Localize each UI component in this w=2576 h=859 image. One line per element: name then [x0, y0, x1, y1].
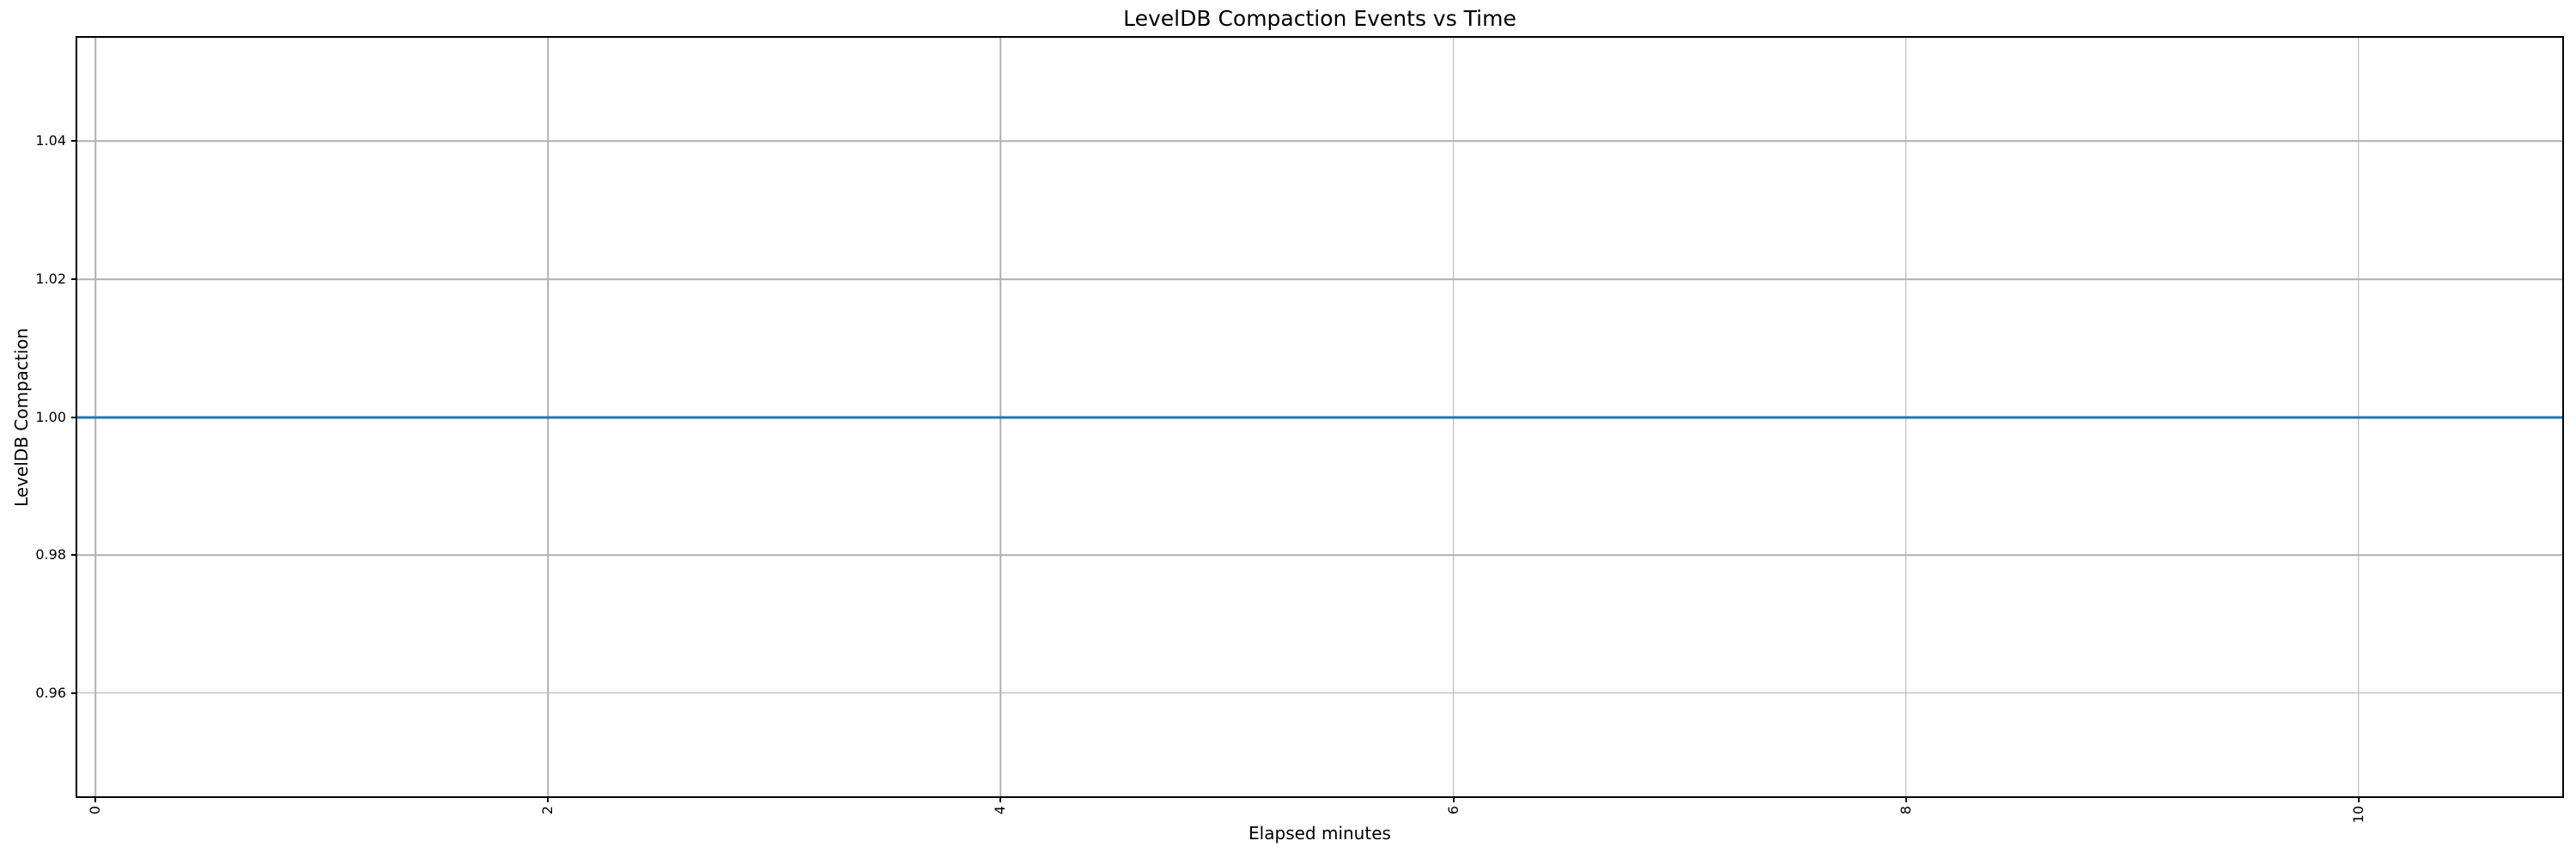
x-tick-mark [2357, 796, 2360, 802]
y-tick-mark [71, 140, 77, 143]
y-gridline [77, 278, 2562, 280]
y-tick-label: 1.02 [35, 270, 66, 287]
x-tick-label: 6 [1444, 806, 1461, 815]
x-tick-mark [94, 796, 97, 802]
x-tick-label: 4 [992, 806, 1009, 815]
y-gridline [77, 691, 2562, 694]
y-tick-mark [71, 691, 77, 694]
x-tick-mark [547, 796, 550, 802]
y-tick-label: 1.04 [35, 132, 66, 149]
y-tick-label: 1.00 [35, 408, 66, 425]
y-gridline [77, 554, 2562, 556]
y-tick-label: 0.96 [35, 684, 66, 701]
y-tick-mark [71, 277, 77, 280]
y-tick-mark [71, 554, 77, 557]
y-gridline [77, 140, 2562, 143]
x-tick-label: 0 [87, 806, 104, 815]
chart-title: LevelDB Compaction Events vs Time [1123, 6, 1516, 31]
x-tick-mark [1905, 796, 1907, 802]
x-tick-label: 8 [1897, 806, 1914, 815]
plot-area: 0 2 4 6 8 10 0.96 0.98 1.00 1.02 1.04 [35, 36, 2564, 823]
x-tick-label: 2 [539, 806, 556, 815]
y-tick-label: 0.98 [35, 546, 66, 564]
x-tick-label: 10 [2349, 806, 2366, 824]
x-tick-mark [1452, 796, 1455, 802]
x-tick-mark [999, 796, 1002, 802]
series-line [77, 416, 2562, 418]
y-tick-mark [71, 416, 77, 418]
x-axis-label: Elapsed minutes [1249, 823, 1391, 844]
y-axis-label: LevelDB Compaction [11, 327, 32, 507]
